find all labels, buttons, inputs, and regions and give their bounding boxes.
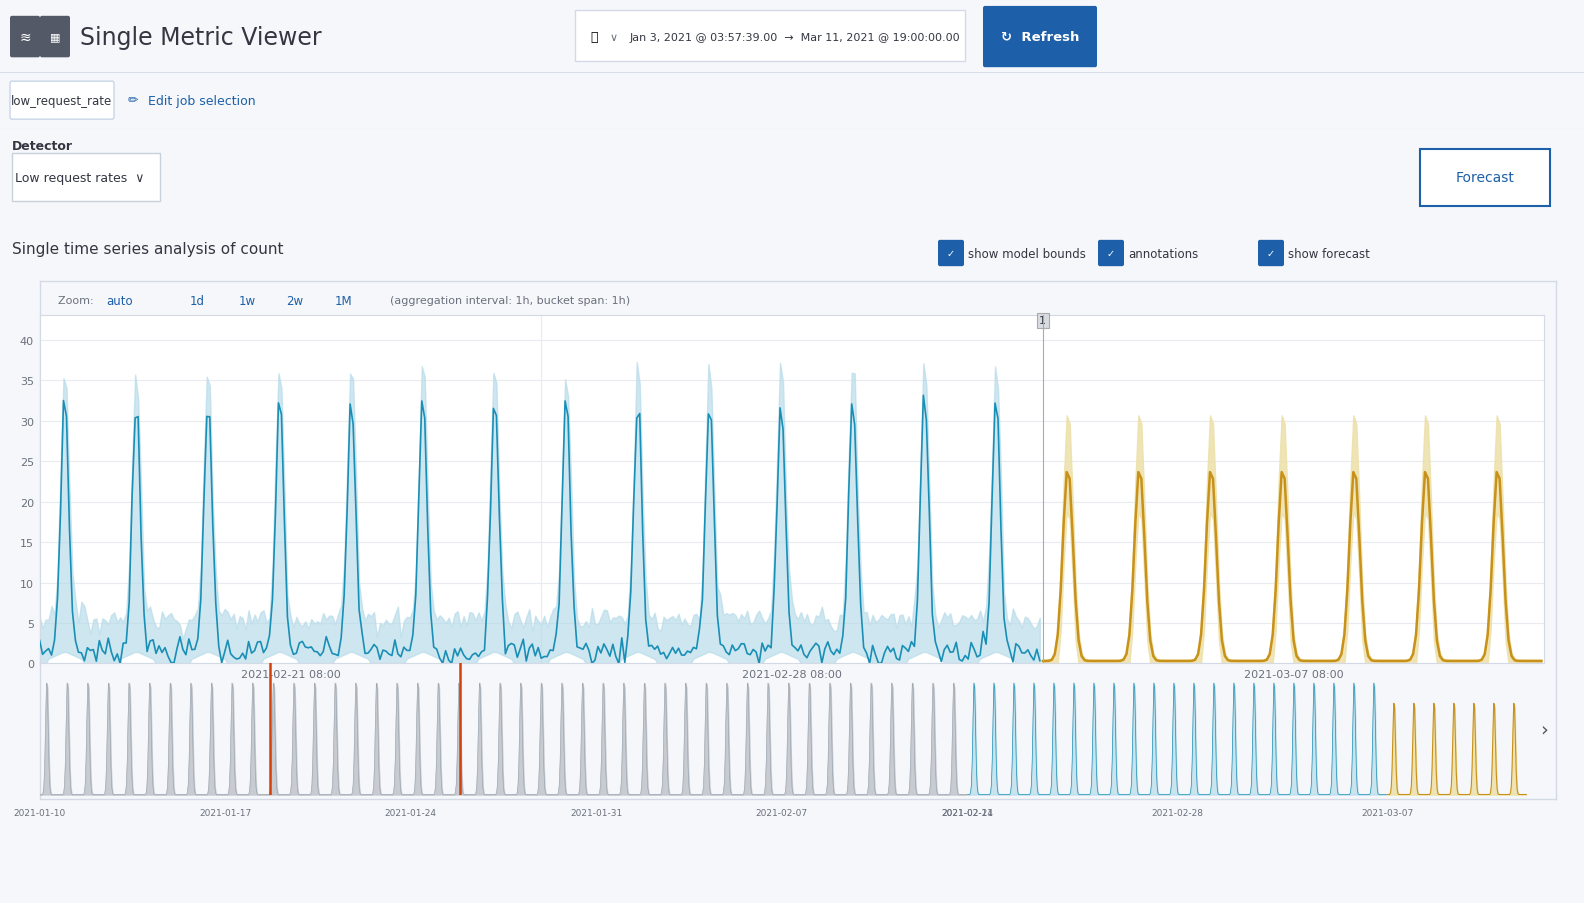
Text: 2021-01-24: 2021-01-24: [385, 807, 437, 816]
FancyBboxPatch shape: [10, 17, 40, 59]
Text: Zoom:: Zoom:: [57, 296, 100, 306]
Text: 1d: 1d: [190, 294, 204, 308]
Text: 1M: 1M: [334, 294, 352, 308]
Text: 2021-03-07: 2021-03-07: [1361, 807, 1413, 816]
Text: show model bounds: show model bounds: [968, 247, 1087, 260]
Text: Low request rates  ∨: Low request rates ∨: [16, 172, 144, 185]
Text: ›: ›: [1541, 720, 1548, 739]
Text: ∨: ∨: [610, 33, 618, 42]
Text: ✓: ✓: [1267, 248, 1275, 259]
Text: 2021-01-10: 2021-01-10: [14, 807, 65, 816]
FancyBboxPatch shape: [40, 17, 70, 59]
FancyBboxPatch shape: [984, 7, 1098, 68]
Text: Forecast: Forecast: [1456, 172, 1514, 185]
Text: ↻  Refresh: ↻ Refresh: [1001, 31, 1079, 44]
FancyBboxPatch shape: [938, 240, 965, 267]
Text: 2021-02-07: 2021-02-07: [756, 807, 808, 816]
Text: 2021-02-21: 2021-02-21: [941, 807, 993, 816]
Text: ≋: ≋: [19, 31, 30, 44]
Text: 2w: 2w: [287, 294, 304, 308]
Text: ✓: ✓: [1107, 248, 1115, 259]
Text: low_request_rate: low_request_rate: [11, 95, 112, 107]
FancyBboxPatch shape: [1258, 240, 1285, 267]
Text: (aggregation interval: 1h, bucket span: 1h): (aggregation interval: 1h, bucket span: …: [383, 296, 630, 306]
Text: ✏: ✏: [128, 95, 138, 107]
FancyBboxPatch shape: [10, 82, 114, 120]
Text: Edit job selection: Edit job selection: [147, 95, 255, 107]
Text: auto: auto: [106, 294, 133, 308]
Text: 2021-02-28: 2021-02-28: [1152, 807, 1204, 816]
Text: 2021-01-31: 2021-01-31: [570, 807, 623, 816]
Text: Jan 3, 2021 @ 03:57:39.00  →  Mar 11, 2021 @ 19:00:00.00: Jan 3, 2021 @ 03:57:39.00 → Mar 11, 2021…: [630, 33, 960, 42]
Text: ▦: ▦: [49, 33, 60, 42]
Text: 2021-02-14: 2021-02-14: [941, 807, 993, 816]
Text: 2021-01-17: 2021-01-17: [200, 807, 252, 816]
Text: annotations: annotations: [1128, 247, 1198, 260]
FancyBboxPatch shape: [1098, 240, 1125, 267]
Text: ✓: ✓: [947, 248, 955, 259]
FancyBboxPatch shape: [1419, 150, 1551, 206]
Text: 1w: 1w: [238, 294, 255, 308]
Text: Single Metric Viewer: Single Metric Viewer: [81, 25, 322, 50]
Text: 1: 1: [1039, 316, 1047, 326]
Text: show forecast: show forecast: [1288, 247, 1370, 260]
Text: Single time series analysis of count: Single time series analysis of count: [13, 242, 284, 257]
Text: Detector: Detector: [13, 140, 73, 153]
Text: 📅: 📅: [589, 31, 597, 44]
FancyBboxPatch shape: [575, 11, 965, 62]
FancyBboxPatch shape: [13, 154, 160, 202]
